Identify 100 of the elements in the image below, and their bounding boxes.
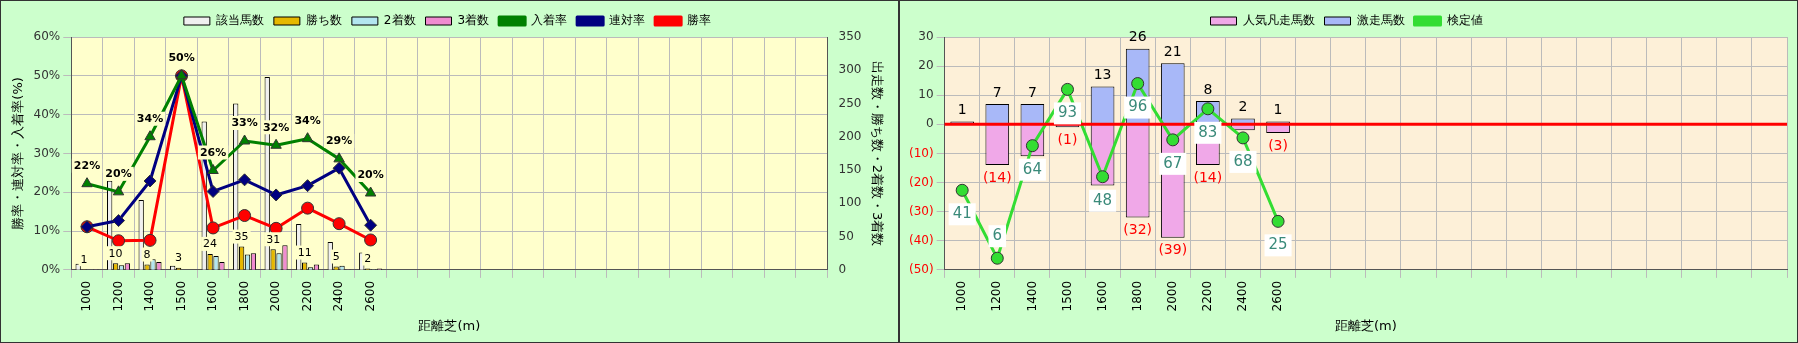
y-tick-label: 10% xyxy=(33,223,61,238)
y2-tick-label: 150 xyxy=(838,162,862,177)
x-tick-label: 2400 xyxy=(1235,280,1250,312)
x-tick-label: 1000 xyxy=(79,280,94,312)
data-label: (14) xyxy=(1193,168,1223,185)
data-label: 34% xyxy=(294,114,321,128)
point xyxy=(364,186,377,197)
y-tick-label: 20% xyxy=(33,184,61,199)
x-tick-label: 1800 xyxy=(1129,280,1144,312)
point xyxy=(269,188,283,202)
x-tick-label: 1400 xyxy=(1024,280,1039,312)
data-label: 96 xyxy=(1128,97,1148,116)
y-tick-label: (50) xyxy=(908,261,934,276)
point xyxy=(238,173,252,187)
data-label: (3) xyxy=(1268,136,1288,153)
legend-label: 該当馬数 xyxy=(215,13,264,28)
x-tick-label: 2200 xyxy=(1200,280,1214,312)
x-tick-label: 1600 xyxy=(205,280,220,312)
point xyxy=(332,161,346,175)
data-label: (14) xyxy=(982,168,1012,185)
data-label: 3 xyxy=(175,251,183,265)
point xyxy=(364,233,378,247)
x-tick-label: 1800 xyxy=(236,280,251,312)
legend-label: 検定値 xyxy=(1446,13,1483,28)
y-tick-label: (10) xyxy=(908,145,934,160)
y2-tick-label: 200 xyxy=(838,128,862,143)
data-label: 22% xyxy=(73,159,101,173)
data-label: 8 xyxy=(1203,80,1213,97)
data-label: 1 xyxy=(80,252,88,266)
x-axis-title: 距離芝(m) xyxy=(418,317,481,333)
x-tick-label: 1400 xyxy=(142,280,157,312)
point xyxy=(144,130,156,141)
y-tick-label: 0 xyxy=(925,116,934,131)
point xyxy=(1060,82,1074,96)
x-tick-label: 1500 xyxy=(173,280,188,312)
data-label: 41 xyxy=(952,204,972,223)
data-label: 11 xyxy=(297,245,312,259)
x-tick-label: 1600 xyxy=(1094,280,1109,312)
point xyxy=(301,179,315,193)
legend-label: 人気凡走馬数 xyxy=(1242,13,1315,28)
data-label: 26% xyxy=(199,145,227,159)
x-tick-label: 2600 xyxy=(1270,280,1285,312)
data-label: (39) xyxy=(1158,241,1188,258)
data-label: 26 xyxy=(1128,28,1147,45)
data-label: 25 xyxy=(1268,235,1288,254)
data-label: 20% xyxy=(105,167,132,181)
point xyxy=(1166,133,1180,147)
y2-tick-label: 250 xyxy=(838,95,862,110)
y-tick-label: 30% xyxy=(33,145,61,160)
y-tick-label: 30 xyxy=(918,29,934,44)
y-tick-label: 0% xyxy=(41,261,61,276)
point xyxy=(364,218,378,232)
data-label: 2 xyxy=(1238,98,1248,115)
y2-tick-label: 300 xyxy=(838,62,862,77)
point xyxy=(301,132,314,143)
y-tick-label: 50% xyxy=(33,67,61,82)
data-label: 13 xyxy=(1093,66,1112,83)
data-label: 20% xyxy=(357,168,384,182)
data-label: 7 xyxy=(1027,83,1037,100)
point xyxy=(81,177,93,188)
y2-tick-label: 0 xyxy=(838,261,847,276)
data-label: (32) xyxy=(1123,221,1153,238)
y-axis-title: 勝率・連対率・入着率(%) xyxy=(10,77,26,230)
data-label: 83 xyxy=(1198,122,1218,141)
point xyxy=(1236,131,1250,145)
point xyxy=(332,217,346,231)
y-tick-label: (30) xyxy=(908,203,934,218)
x-tick-label: 2000 xyxy=(268,280,283,312)
data-label: 2 xyxy=(364,251,372,265)
point xyxy=(112,185,125,196)
data-label: 5 xyxy=(332,249,340,263)
data-label: 1 xyxy=(957,101,967,118)
data-label: 8 xyxy=(143,247,151,261)
data-label: 68 xyxy=(1233,151,1253,170)
point xyxy=(206,221,220,235)
data-label: 32% xyxy=(262,120,290,134)
x-tick-label: 1200 xyxy=(989,280,1004,312)
y-tick-label: (40) xyxy=(908,232,934,247)
y2-axis-title: 出走数・勝ち数・2着数・3着数 xyxy=(869,60,885,247)
data-label: 24 xyxy=(203,237,218,251)
x-tick-label: 2400 xyxy=(331,280,346,312)
data-label: 50% xyxy=(168,51,195,65)
point xyxy=(207,164,219,175)
data-label: 67 xyxy=(1163,153,1183,172)
y-tick-label: 60% xyxy=(33,29,61,44)
data-label: 10 xyxy=(108,246,123,260)
data-label: 21 xyxy=(1163,42,1182,59)
y-tick-label: 10 xyxy=(918,87,934,102)
legend-label: 激走馬数 xyxy=(1356,13,1405,28)
data-label: 29% xyxy=(325,134,353,148)
legend-label: 3着数 xyxy=(457,13,490,28)
point xyxy=(990,251,1004,265)
x-tick-label: 1000 xyxy=(954,280,969,312)
x-axis-title: 距離芝(m) xyxy=(1334,317,1397,333)
data-label: 93 xyxy=(1057,103,1078,122)
point xyxy=(1131,77,1145,91)
point xyxy=(333,152,345,163)
point xyxy=(112,214,126,228)
data-label: 64 xyxy=(1022,159,1042,178)
data-label: 7 xyxy=(992,83,1002,100)
